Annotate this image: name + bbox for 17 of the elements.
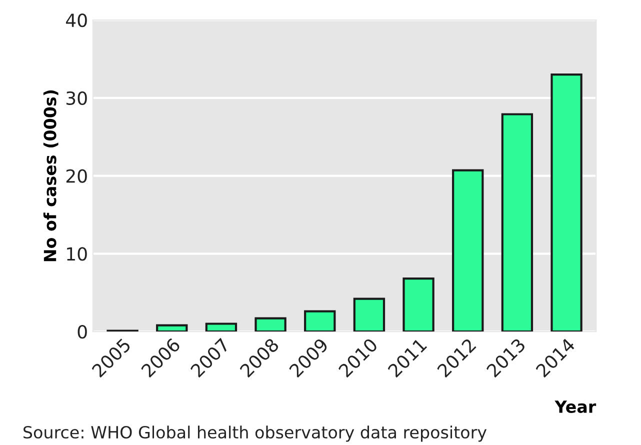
bar: [402, 278, 434, 332]
bar: [501, 113, 534, 332]
bar: [550, 73, 582, 332]
bar: [452, 169, 484, 332]
x-axis-title: Year: [554, 400, 596, 413]
bar: [156, 324, 188, 332]
bar: [254, 317, 286, 332]
y-axis-title: No of cases (000s): [43, 90, 58, 262]
y-tick-label: 40: [66, 13, 87, 28]
y-tick-label: 10: [67, 247, 87, 261]
bar: [304, 310, 336, 332]
y-tick-label: 30: [66, 91, 87, 106]
y-tick-label: 20: [66, 169, 87, 183]
bar: [353, 298, 386, 332]
source-note: Source: WHO Global health observatory data repository: [24, 426, 487, 442]
bar: [205, 322, 238, 332]
y-tick-label: 0: [78, 324, 87, 339]
